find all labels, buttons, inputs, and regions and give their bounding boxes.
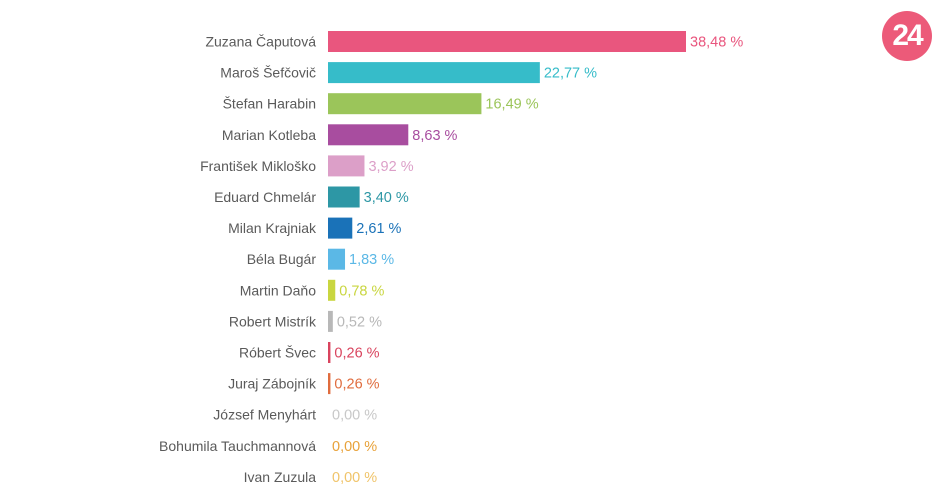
bar[interactable] bbox=[328, 155, 365, 177]
category-label: Béla Bugár bbox=[247, 251, 317, 267]
24-logo[interactable]: 24 bbox=[882, 11, 932, 61]
value-label: 0,00 % bbox=[332, 408, 377, 424]
value-label: 1,83 % bbox=[349, 252, 394, 268]
category-label: Juraj Zábojník bbox=[228, 376, 317, 392]
bar[interactable] bbox=[328, 186, 360, 208]
value-label: 0,52 % bbox=[337, 314, 382, 330]
category-label: František Mikloško bbox=[200, 158, 316, 174]
category-label: Martin Daňo bbox=[240, 282, 316, 298]
bar[interactable] bbox=[328, 124, 409, 146]
value-label: 8,63 % bbox=[412, 128, 457, 144]
value-label: 0,26 % bbox=[334, 346, 379, 362]
value-label: 3,40 % bbox=[364, 190, 409, 206]
category-label: Zuzana Čaputová bbox=[205, 34, 316, 50]
bar[interactable] bbox=[328, 217, 353, 239]
bar[interactable] bbox=[328, 373, 331, 395]
category-label: Eduard Chmelár bbox=[214, 189, 316, 205]
category-label: Milan Krajniak bbox=[228, 220, 317, 236]
bar[interactable] bbox=[328, 342, 331, 363]
category-label: Robert Mistrík bbox=[229, 313, 317, 329]
category-label: Marian Kotleba bbox=[222, 127, 316, 143]
value-label: 0,78 % bbox=[339, 283, 384, 299]
value-label: 0,26 % bbox=[334, 377, 379, 393]
bar[interactable] bbox=[328, 93, 482, 115]
value-label: 38,48 % bbox=[690, 35, 743, 51]
value-label: 16,49 % bbox=[485, 97, 538, 113]
category-label: Bohumila Tauchmannová bbox=[159, 438, 316, 454]
category-label: Maroš Šefčovič bbox=[220, 65, 316, 81]
value-label: 3,92 % bbox=[368, 159, 413, 175]
bar[interactable] bbox=[328, 310, 333, 332]
value-label: 2,61 % bbox=[356, 221, 401, 237]
category-label: Róbert Švec bbox=[239, 345, 316, 361]
bar[interactable] bbox=[328, 279, 336, 301]
value-label: 22,77 % bbox=[544, 66, 597, 82]
category-label: Štefan Harabin bbox=[223, 96, 316, 112]
category-label: József Menyhárt bbox=[213, 407, 316, 423]
value-label: 0,00 % bbox=[332, 470, 377, 486]
category-label: Ivan Zuzula bbox=[244, 469, 317, 485]
bar[interactable] bbox=[328, 62, 540, 84]
value-label: 0,00 % bbox=[332, 439, 377, 455]
bar[interactable] bbox=[328, 31, 686, 52]
bar[interactable] bbox=[328, 248, 346, 270]
